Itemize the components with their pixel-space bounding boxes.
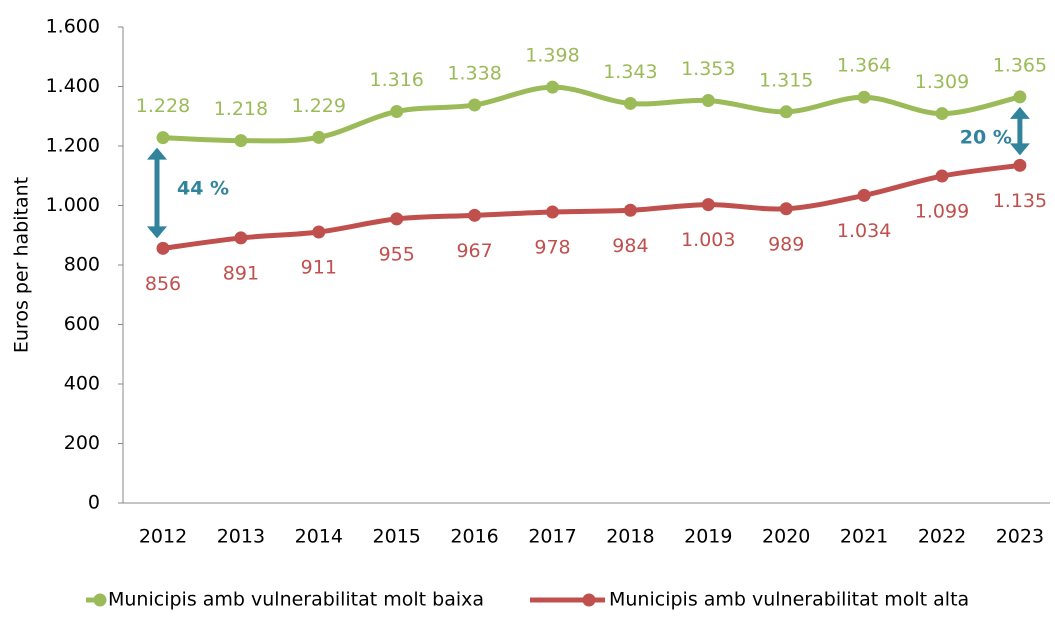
x-tick-label: 2016: [450, 526, 498, 548]
data-label: 1.338: [447, 62, 501, 84]
arrow-head: [147, 147, 167, 160]
data-point: [779, 202, 793, 216]
data-label: 1.309: [915, 71, 969, 93]
x-tick-label: 2012: [139, 526, 187, 548]
data-point: [779, 105, 793, 119]
data-point: [156, 241, 170, 255]
data-point: [1013, 90, 1027, 104]
legend-label: Municipis amb vulnerabilitat molt baixa: [108, 589, 484, 611]
data-point: [857, 188, 871, 202]
x-tick-label: 2018: [606, 526, 654, 548]
data-point: [701, 198, 715, 212]
series-line: [162, 162, 1021, 251]
data-label: 1.228: [136, 95, 190, 117]
data-point: [390, 104, 404, 118]
data-point: [156, 131, 170, 145]
y-tick-label: 1.600: [46, 16, 100, 38]
data-point: [935, 169, 949, 183]
y-tick-label: 1.200: [46, 135, 100, 157]
x-tick-label: 2019: [684, 526, 732, 548]
data-point: [623, 203, 637, 217]
data-label: 1.398: [525, 45, 579, 67]
data-label: 1.365: [993, 54, 1047, 76]
data-point: [701, 93, 715, 107]
x-tick-label: 2013: [217, 526, 265, 548]
y-axis-label: Euros per habitant: [11, 177, 33, 353]
legend-label: Municipis amb vulnerabilitat molt alta: [609, 589, 969, 611]
y-tick-label: 400: [64, 373, 100, 395]
arrow-head: [1009, 143, 1030, 156]
data-point: [546, 205, 559, 219]
x-tick-label: 2023: [996, 526, 1044, 548]
arrow-head: [147, 226, 167, 239]
data-point: [1013, 158, 1027, 172]
data-label: 1.343: [603, 61, 657, 83]
data-label: 1.229: [292, 95, 346, 117]
x-tick-label: 2014: [295, 526, 343, 548]
data-label: 1.034: [837, 220, 891, 242]
data-point: [935, 107, 949, 121]
arrow-head: [1009, 106, 1030, 119]
data-point: [623, 96, 637, 110]
annotation: 20 %: [960, 127, 1012, 149]
data-point: [312, 130, 326, 144]
x-tick-label: 2022: [918, 526, 966, 548]
data-point: [546, 80, 559, 94]
data-label: 1.315: [759, 69, 813, 91]
data-label: 911: [301, 256, 337, 278]
data-label: 978: [534, 237, 570, 259]
annotation: 44 %: [177, 178, 229, 200]
data-point: [234, 231, 248, 245]
data-point: [857, 90, 871, 104]
data-label: 856: [145, 273, 181, 295]
data-label: 1.353: [681, 58, 735, 80]
y-tick-label: 0: [88, 492, 100, 514]
data-label: 1.135: [993, 190, 1047, 212]
data-point: [312, 225, 326, 239]
data-label: 1.218: [214, 98, 268, 120]
data-label: 891: [223, 262, 259, 284]
data-label: 1.099: [915, 201, 969, 223]
data-label: 989: [768, 233, 804, 255]
data-point: [468, 98, 482, 112]
y-tick-label: 600: [64, 313, 100, 335]
legend-marker: [93, 593, 107, 607]
data-label: 967: [456, 240, 492, 262]
data-label: 955: [379, 243, 415, 265]
data-label: 1.364: [837, 55, 891, 77]
x-tick-label: 2020: [762, 526, 810, 548]
data-point: [234, 134, 248, 148]
legend-marker: [582, 593, 596, 607]
y-tick-label: 1.400: [46, 75, 100, 97]
y-tick-label: 1.000: [46, 194, 100, 216]
x-tick-label: 2015: [373, 526, 421, 548]
data-point: [468, 208, 482, 222]
y-tick-label: 200: [64, 432, 100, 454]
data-label: 1.003: [681, 229, 735, 251]
y-tick-label: 800: [64, 254, 100, 276]
data-label: 984: [612, 235, 648, 257]
x-tick-label: 2021: [840, 526, 888, 548]
data-point: [390, 212, 404, 226]
data-label: 1.316: [369, 69, 423, 91]
x-tick-label: 2017: [528, 526, 576, 548]
